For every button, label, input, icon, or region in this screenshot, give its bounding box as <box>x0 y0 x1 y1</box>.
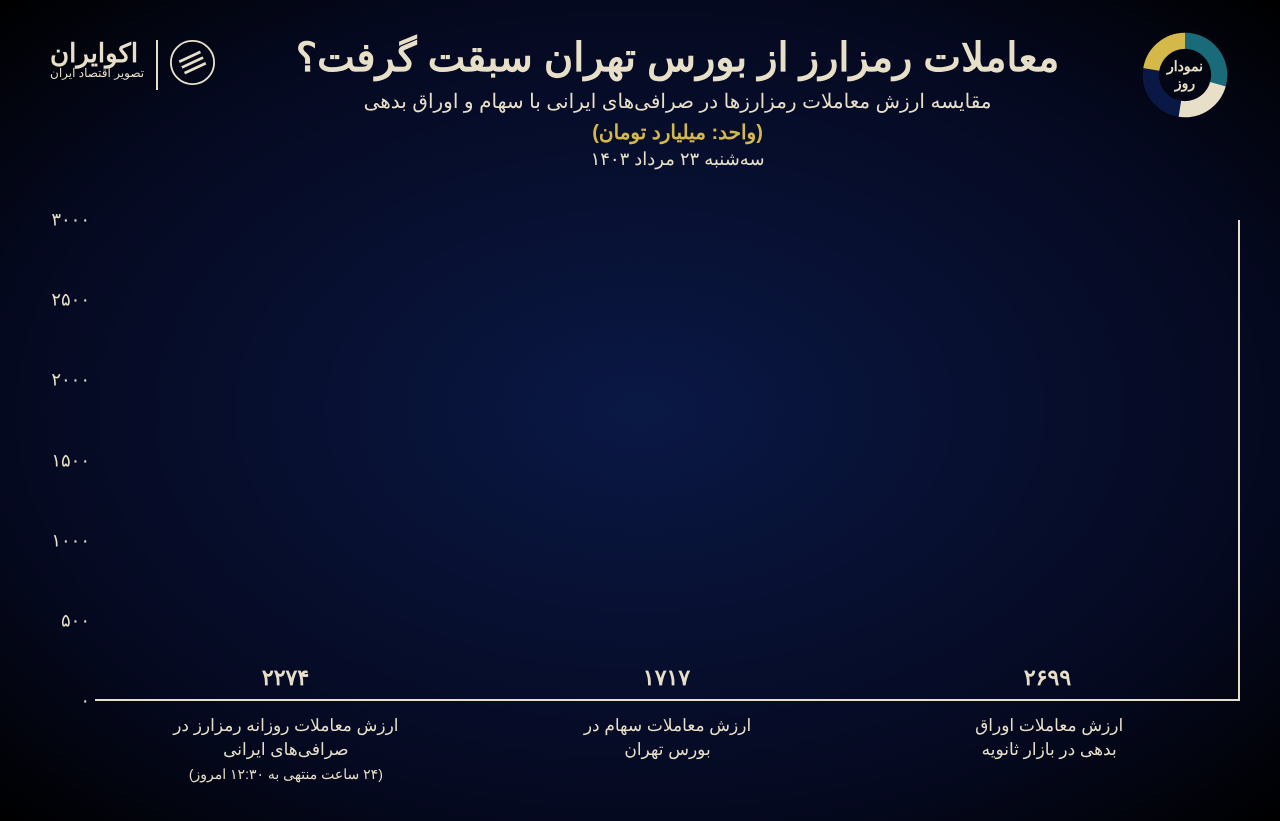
x-axis-label: ارزش معاملات اوراقبدهی در بازار ثانویه <box>919 706 1179 781</box>
bar-group: ۱۷۱۷ <box>567 665 767 699</box>
bar-value-label: ۲۶۹۹ <box>1024 665 1071 691</box>
chart-unit: (واحد: میلیارد تومان) <box>215 120 1140 145</box>
badge-chart-of-day: نمودار روز <box>1140 30 1230 120</box>
badge-line1: نمودار <box>1167 58 1203 75</box>
y-axis: ۰۵۰۰۱۰۰۰۱۵۰۰۲۰۰۰۲۵۰۰۳۰۰۰ <box>35 220 90 701</box>
y-tick: ۲۵۰۰ <box>51 290 90 311</box>
y-tick: ۰ <box>80 691 90 712</box>
plot-area: ۲۲۷۴ ۱۷۱۷ ۲۶۹۹ <box>95 220 1240 701</box>
y-tick: ۳۰۰۰ <box>51 210 90 231</box>
logo-divider <box>156 40 158 90</box>
y-tick: ۱۵۰۰ <box>51 450 90 471</box>
bar-chart: ۰۵۰۰۱۰۰۰۱۵۰۰۲۰۰۰۲۵۰۰۳۰۰۰ ۲۲۷۴۱۷۱۷۲۶۹۹ ار… <box>95 220 1240 781</box>
chart-title: معاملات رمزارز از بورس تهران سبقت گرفت؟ <box>215 35 1140 81</box>
badge-line2: روز <box>1167 75 1203 92</box>
chart-subtitle: مقایسه ارزش معاملات رمزارزها در صرافی‌ها… <box>215 89 1140 114</box>
bar-value-label: ۱۷۱۷ <box>643 665 690 691</box>
x-axis-labels: ارزش معاملات روزانه رمزارز درصرافی‌های ا… <box>95 706 1240 781</box>
badge-label: نمودار روز <box>1167 58 1203 92</box>
bar-group: ۲۶۹۹ <box>948 665 1148 699</box>
brand-logo: اکوایران تصویر اقتصاد ایران <box>50 30 215 90</box>
bar-group: ۲۲۷۴ <box>186 665 386 699</box>
logo-sub: تصویر اقتصاد ایران <box>50 66 144 80</box>
y-tick: ۵۰۰ <box>61 610 90 631</box>
title-block: معاملات رمزارز از بورس تهران سبقت گرفت؟ … <box>215 30 1140 170</box>
y-tick: ۱۰۰۰ <box>51 530 90 551</box>
bars-container: ۲۲۷۴ ۱۷۱۷ ۲۶۹۹ <box>95 220 1238 699</box>
chart-date: سه‌شنبه ۲۳ مرداد ۱۴۰۳ <box>215 149 1140 170</box>
logo-main: اکوایران <box>50 40 144 66</box>
x-axis-label: ارزش معاملات سهام دربورس تهران <box>538 706 798 781</box>
header: نمودار روز معاملات رمزارز از بورس تهران … <box>0 0 1280 180</box>
ecoiran-logo-icon <box>170 40 215 85</box>
x-axis-label: ارزش معاملات روزانه رمزارز درصرافی‌های ا… <box>156 706 416 781</box>
logo-text: اکوایران تصویر اقتصاد ایران <box>50 40 144 80</box>
bar-value-label: ۲۲۷۴ <box>262 665 309 691</box>
y-tick: ۲۰۰۰ <box>51 370 90 391</box>
